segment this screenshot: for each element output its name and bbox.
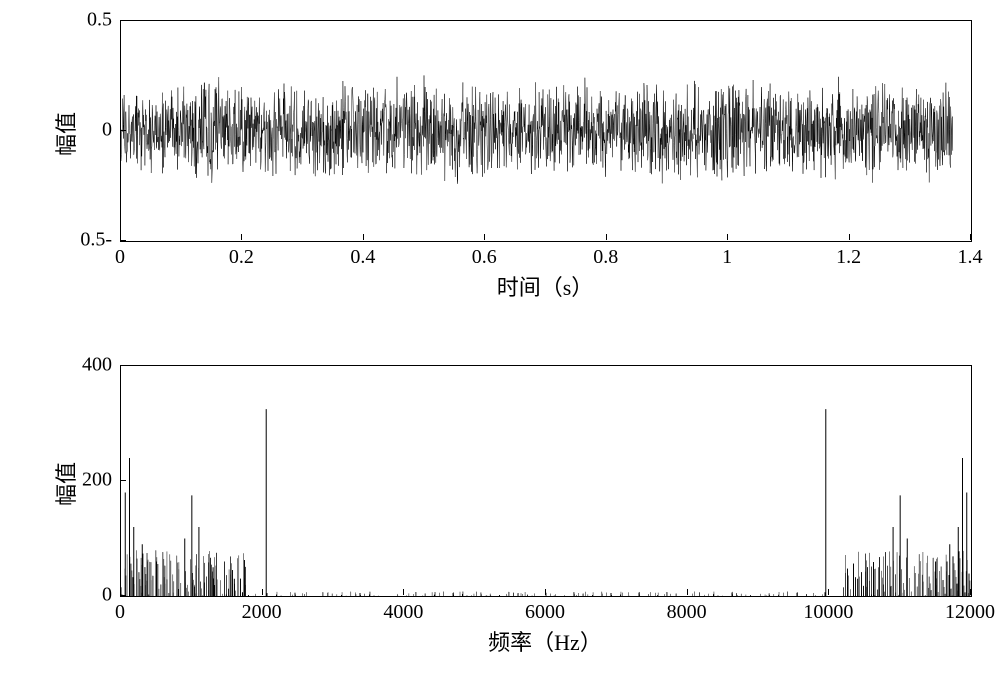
x-tick-mark [241, 234, 242, 240]
x-tick-label: 2000 [242, 601, 282, 624]
x-tick-label: 6000 [525, 601, 565, 624]
x-tick-mark [727, 234, 728, 240]
x-tick-label: 0.2 [229, 246, 254, 269]
x-axis-label-freq: 频率（Hz） [465, 625, 625, 657]
x-tick-label: 1.4 [958, 246, 983, 269]
x-tick-mark [606, 234, 607, 240]
x-tick-mark [403, 589, 404, 595]
x-tick-mark [970, 234, 971, 240]
x-tick-label: 0 [115, 601, 125, 624]
x-tick-label: 10000 [803, 601, 853, 624]
x-tick-label: 0.8 [593, 246, 618, 269]
x-tick-label: 1 [722, 246, 732, 269]
y-tick-mark [120, 595, 126, 596]
x-tick-label: 12000 [945, 601, 995, 624]
y-tick-mark [120, 365, 126, 366]
y-tick-label: 200 [52, 469, 112, 492]
y-tick-mark [120, 130, 126, 131]
plot-area-time [120, 20, 972, 242]
y-tick-mark [120, 20, 126, 21]
x-tick-label: 0.6 [472, 246, 497, 269]
y-tick-label: 0.5 [52, 9, 112, 32]
x-tick-mark [687, 589, 688, 595]
x-tick-label: 8000 [667, 601, 707, 624]
x-tick-mark [484, 234, 485, 240]
x-tick-label: 4000 [383, 601, 423, 624]
y-tick-mark [120, 480, 126, 481]
x-tick-label: 0.4 [350, 246, 375, 269]
y-tick-label: 400 [52, 354, 112, 377]
time-signal-line [121, 21, 971, 241]
x-tick-label: 0 [115, 246, 125, 269]
y-tick-label: 0 [52, 119, 112, 142]
x-tick-mark [849, 234, 850, 240]
y-tick-label: 0 [52, 584, 112, 607]
y-tick-label: -0.5 [52, 229, 112, 252]
x-tick-mark [970, 589, 971, 595]
freq-spectrum-line [121, 366, 971, 596]
y-tick-mark [120, 240, 126, 241]
x-tick-mark [545, 589, 546, 595]
x-tick-mark [262, 589, 263, 595]
x-tick-mark [363, 234, 364, 240]
x-tick-label: 1.2 [836, 246, 861, 269]
figure: 幅值 时间（s） 00.20.40.60.811.21.4 -0.500.5 幅… [0, 0, 1000, 677]
x-axis-label-time: 时间（s） [465, 270, 625, 302]
x-tick-mark [828, 589, 829, 595]
plot-area-freq [120, 365, 972, 597]
